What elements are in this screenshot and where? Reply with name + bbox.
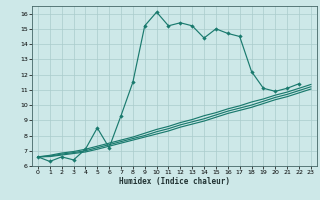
X-axis label: Humidex (Indice chaleur): Humidex (Indice chaleur) bbox=[119, 177, 230, 186]
